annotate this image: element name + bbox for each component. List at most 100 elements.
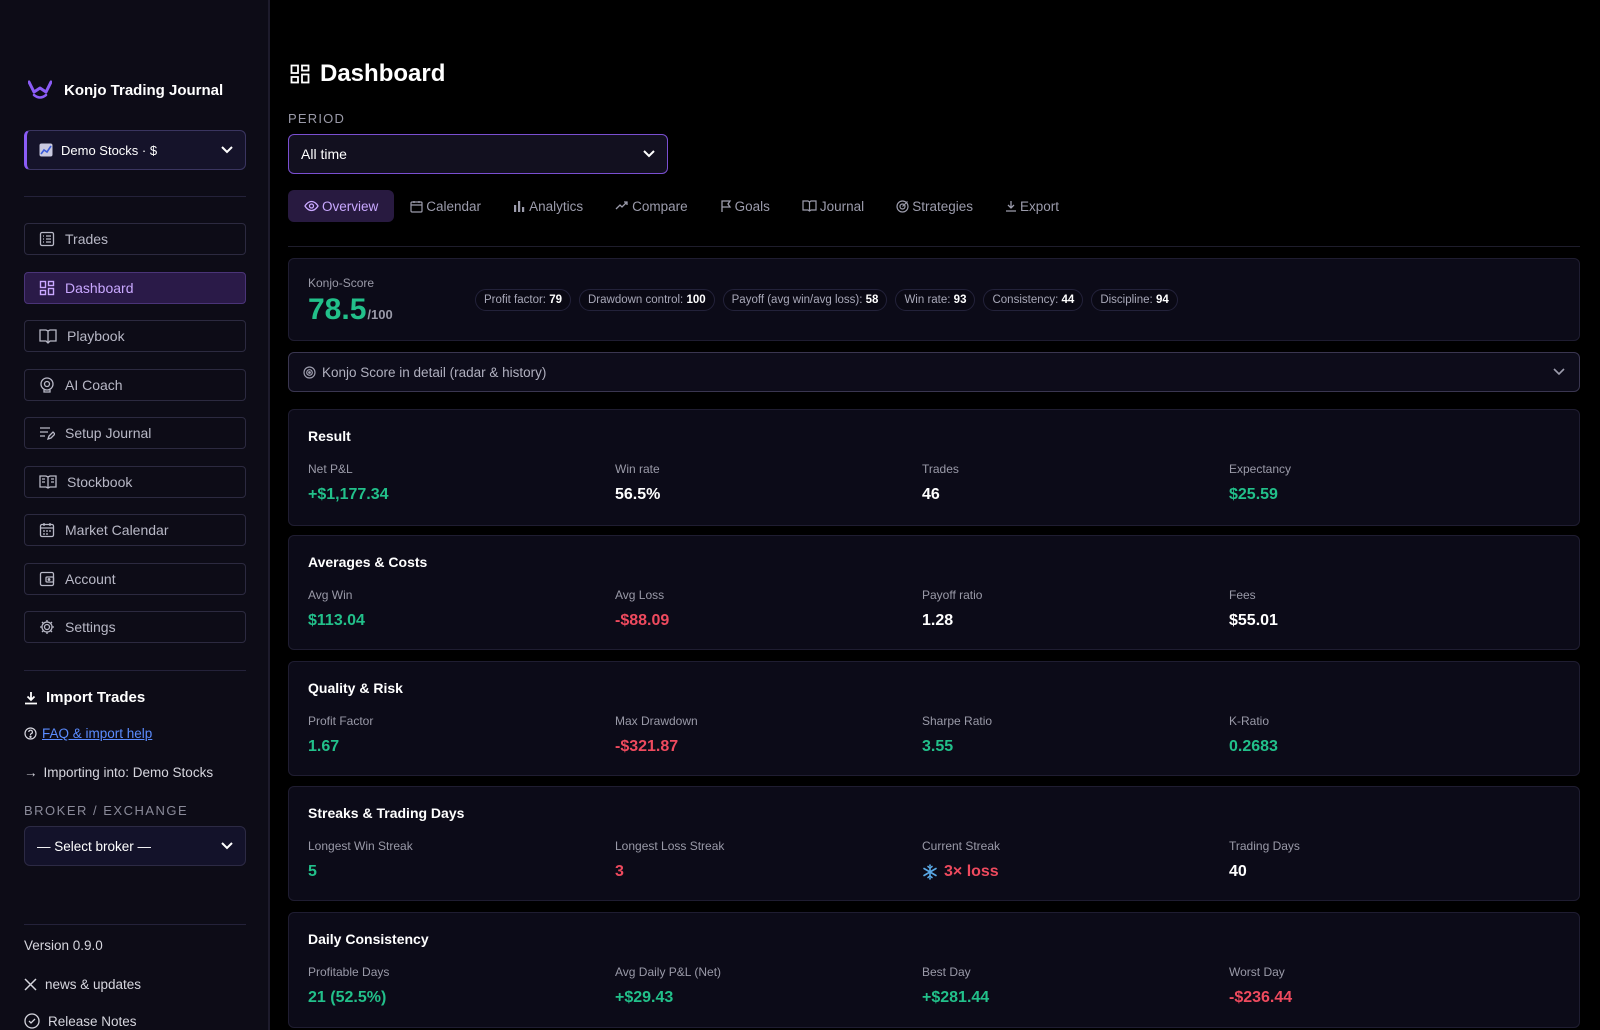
metric-value: +$281.44 <box>922 989 990 1006</box>
page-title: Dashboard <box>290 60 445 88</box>
edit-list-icon <box>40 427 55 441</box>
metric-label: Avg Loss <box>615 588 665 602</box>
metric-value-row: +$29.43 <box>615 989 915 1007</box>
page-title-text: Dashboard <box>320 60 446 87</box>
metric-value: 3× loss <box>944 863 999 880</box>
konjo-score-card: Konjo-Score 78.5/100 Profit factor: 79 D… <box>288 258 1580 341</box>
metric-value: 1.28 <box>922 612 954 629</box>
sidebar-item-ai-coach[interactable]: AI Coach <box>24 368 246 401</box>
chip-value: 94 <box>1155 294 1169 306</box>
metric-value-row: 40 <box>1229 863 1529 881</box>
tab-label: Compare <box>632 198 688 214</box>
sidebar-divider <box>24 670 246 671</box>
importing-into-row: → Importing into: Demo Stocks <box>24 765 213 780</box>
metric-value-row: 3× loss <box>922 863 1222 881</box>
metric-label: Current Streak <box>922 839 1001 853</box>
metric-trades: Trades 46 <box>922 462 1222 504</box>
score-chips: Profit factor: 79 Drawdown control: 100 … <box>475 289 1178 311</box>
account-select[interactable]: Demo Stocks · $ <box>24 130 246 170</box>
chip-label: Discipline: <box>1100 294 1153 306</box>
sidebar: Konjo Trading Journal Demo Stocks · $ Tr… <box>0 0 270 1030</box>
chip-label: Consistency: <box>992 294 1059 306</box>
metric-value: 3.55 <box>922 738 954 755</box>
sidebar-item-playbook[interactable]: Playbook <box>24 320 246 352</box>
broker-select-value: — Select broker — <box>37 838 152 854</box>
section-title: Streaks & Trading Days <box>308 805 465 821</box>
tab-calendar[interactable]: Calendar <box>394 190 497 222</box>
metric-value-row: -$321.87 <box>615 738 915 756</box>
detail-toggle-label: Konjo Score in detail (radar & history) <box>322 364 547 380</box>
release-notes-link[interactable]: Release Notes <box>24 1013 137 1029</box>
score-chip-drawdown-control: Drawdown control: 100 <box>579 289 715 311</box>
news-link[interactable]: news & updates <box>24 977 141 992</box>
metric-payoff-ratio: Payoff ratio 1.28 <box>922 588 1222 630</box>
section-title: Averages & Costs <box>308 554 428 570</box>
metric-label: Max Drawdown <box>615 714 698 728</box>
tab-label: Goals <box>734 198 770 214</box>
metric-avg-loss: Avg Loss -$88.09 <box>615 588 915 630</box>
metric-expectancy: Expectancy $25.59 <box>1229 462 1529 504</box>
section-title: Daily Consistency <box>308 931 429 947</box>
tab-overview[interactable]: Overview <box>288 190 395 222</box>
brand[interactable]: Konjo Trading Journal <box>28 80 223 100</box>
tab-label: Overview <box>322 198 379 214</box>
sidebar-item-label: Trades <box>65 231 109 247</box>
tab-journal[interactable]: Journal <box>786 190 880 222</box>
sidebar-item-trades[interactable]: Trades <box>24 223 246 255</box>
metric-value: $55.01 <box>1229 612 1278 629</box>
metric-value-row: 3.55 <box>922 738 1222 756</box>
chevron-down-icon <box>643 150 655 158</box>
chevron-down-icon <box>221 146 233 154</box>
tab-label: Calendar <box>426 198 482 214</box>
metric-label: Best Day <box>922 965 971 979</box>
chip-value: 100 <box>686 294 706 306</box>
konjo-score-detail-toggle[interactable]: Konjo Score in detail (radar & history) <box>288 352 1580 392</box>
period-select-value: All time <box>301 146 347 162</box>
metric-label: Net P&L <box>308 462 353 476</box>
grid-icon <box>39 280 55 295</box>
wallet-icon <box>39 571 55 586</box>
section-streaks-and-trading-days: Streaks & Trading Days Longest Win Streak… <box>288 786 1580 901</box>
faq-row: FAQ & import help <box>24 726 152 741</box>
metric-longest-win-streak: Longest Win Streak 5 <box>308 839 608 881</box>
chip-label: Win rate: <box>904 294 951 306</box>
faq-import-help-link[interactable]: FAQ & import help <box>42 726 153 741</box>
radar-icon <box>303 365 316 379</box>
sidebar-item-dashboard[interactable]: Dashboard <box>24 271 246 304</box>
sidebar-item-label: Dashboard <box>65 279 134 296</box>
metric-value: 5 <box>308 863 317 880</box>
metric-value-row: 46 <box>922 486 1222 504</box>
sidebar-item-label: Account <box>65 570 116 587</box>
chip-value: 93 <box>953 294 967 306</box>
version-text: Version 0.9.0 <box>24 938 103 953</box>
sidebar-item-market-calendar[interactable]: Market Calendar <box>24 514 246 546</box>
metric-value: 46 <box>922 486 940 503</box>
broker-select[interactable]: — Select broker — <box>24 826 246 866</box>
sidebar-item-settings[interactable]: Settings <box>24 611 246 643</box>
period-select[interactable]: All time <box>288 134 668 174</box>
gear-icon <box>40 620 54 634</box>
sidebar-item-setup-journal[interactable]: Setup Journal <box>24 417 246 449</box>
chart-icon <box>39 143 53 157</box>
score-chip-win-rate: Win rate: 93 <box>895 289 976 311</box>
metric-value: 3 <box>615 863 624 880</box>
tab-strategies[interactable]: Strategies <box>880 190 989 222</box>
sidebar-item-stockbook[interactable]: Stockbook <box>24 465 246 498</box>
tab-compare[interactable]: Compare <box>599 190 704 222</box>
metric-label: K-Ratio <box>1229 714 1270 728</box>
chevron-down-icon <box>221 842 233 850</box>
section-averages-and-costs: Averages & Costs Avg Win $113.04 Avg Loss -$… <box>288 535 1580 650</box>
sidebar-item-account[interactable]: Account <box>24 562 246 595</box>
chip-value: 79 <box>549 294 562 306</box>
tab-export[interactable]: Export <box>989 190 1075 222</box>
chip-value: 44 <box>1061 294 1075 306</box>
compare-arrows-icon <box>615 201 628 210</box>
tab-goals[interactable]: Goals <box>704 190 786 222</box>
tab-analytics[interactable]: Analytics <box>497 190 599 222</box>
metric-profitable-days: Profitable Days 21 (52.5%) <box>308 965 608 1007</box>
metric-value: 21 (52.5%) <box>308 989 387 1006</box>
konjo-score-denominator: /100 <box>367 307 393 322</box>
account-select-value: Demo Stocks · $ <box>61 142 158 158</box>
metric-label: Profitable Days <box>308 965 390 979</box>
book-open-icon <box>39 329 57 344</box>
